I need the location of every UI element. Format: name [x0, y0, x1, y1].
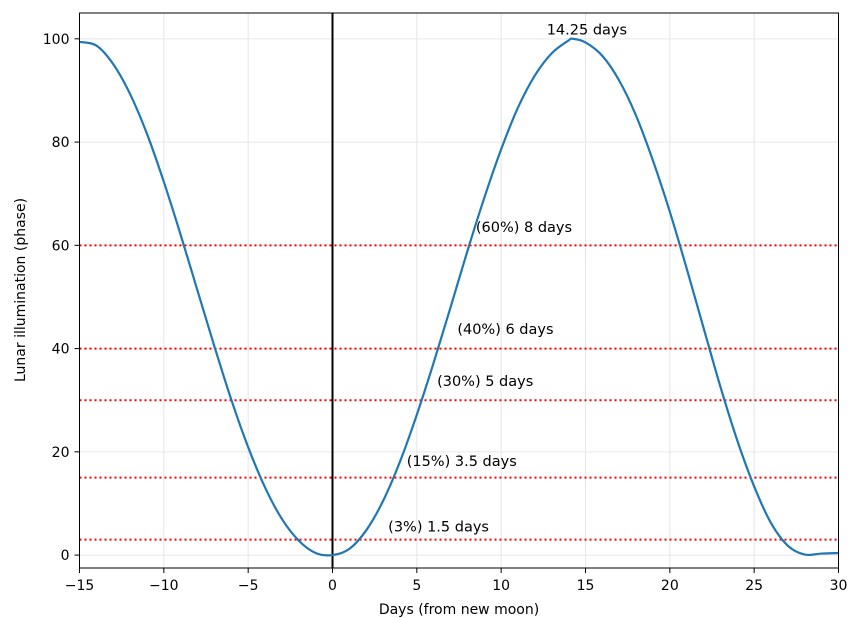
y-tick-label: 80: [52, 135, 70, 151]
y-tick-label: 60: [52, 238, 70, 254]
y-tick-label: 40: [52, 342, 70, 358]
x-tick-label: −15: [65, 578, 95, 594]
x-axis-label: Days (from new moon): [379, 602, 539, 618]
x-tick-label: 30: [830, 578, 848, 594]
annotation-label: (3%) 1.5 days: [388, 519, 489, 535]
plot-frame: [79, 12, 839, 569]
x-tick-label: 10: [492, 578, 510, 594]
x-tick-label: 5: [412, 578, 421, 594]
annotation-label: (40%) 6 days: [457, 322, 553, 338]
x-axis-ticks: −15 −10 −5 0 5 10 15 20 25 30: [65, 568, 848, 594]
annotation-label: 14.25 days: [547, 23, 627, 39]
x-tick-label: 0: [328, 578, 337, 594]
annotations: 14.25 days (60%) 8 days (40%) 6 days (30%) …: [388, 23, 627, 536]
x-tick-label: −10: [149, 578, 179, 594]
x-tick-label: 15: [577, 578, 595, 594]
illumination-line: [79, 37, 839, 557]
x-tick-label: 25: [745, 578, 763, 594]
annotation-label: (15%) 3.5 days: [407, 454, 517, 470]
threshold-lines: [79, 244, 839, 541]
series: [79, 37, 839, 557]
y-axis-label: Lunar illumination (phase): [13, 198, 29, 382]
annotation-label: (60%) 8 days: [476, 220, 572, 236]
x-tick-label: 20: [661, 578, 679, 594]
y-tick-label: 0: [61, 548, 70, 564]
y-tick-label: 100: [43, 32, 70, 48]
y-tick-label: 20: [52, 445, 70, 461]
annotation-label: (30%) 5 days: [437, 374, 533, 390]
x-tick-label: −5: [238, 578, 259, 594]
y-axis-ticks: 0 20 40 60 80 100: [43, 32, 80, 564]
